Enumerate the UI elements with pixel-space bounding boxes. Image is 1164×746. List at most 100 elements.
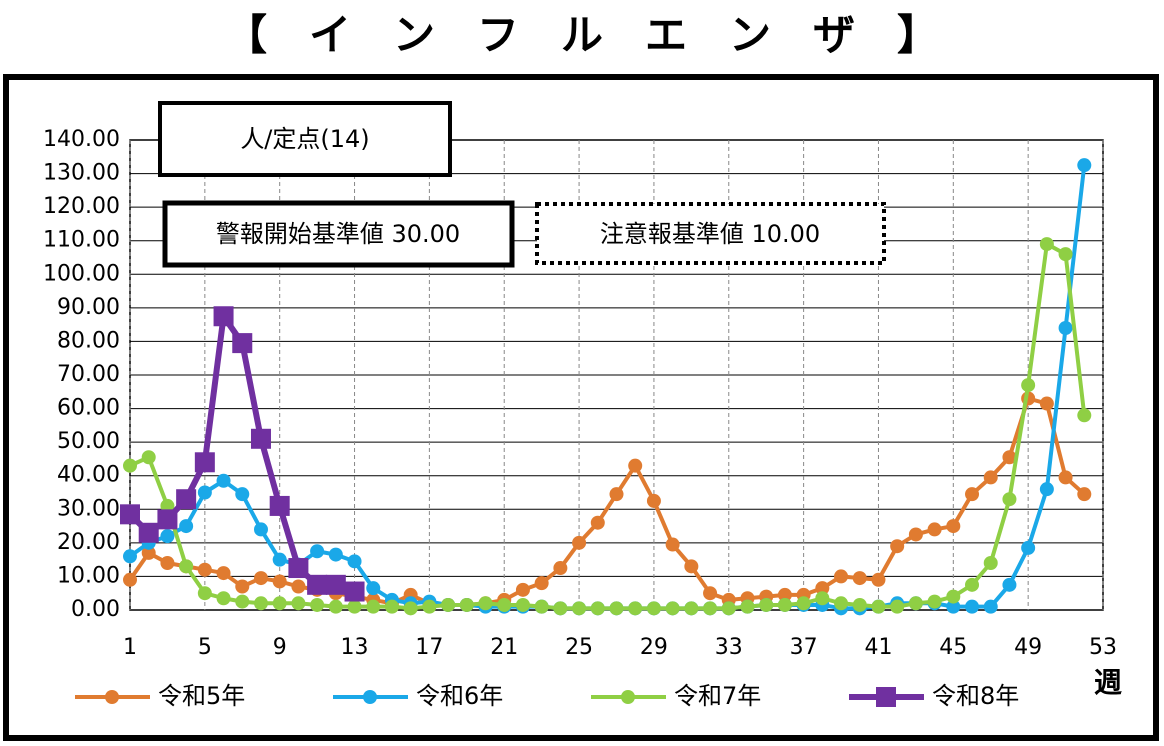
point [703, 586, 718, 601]
point [123, 572, 137, 587]
point [534, 599, 549, 614]
point [179, 519, 194, 534]
point [890, 539, 905, 554]
point [572, 535, 587, 550]
point [946, 589, 961, 604]
x-tick-label: 41 [864, 635, 892, 660]
point [1002, 492, 1017, 507]
point [852, 571, 867, 586]
point [272, 596, 287, 611]
point [759, 597, 774, 612]
y-tick-label: 20.00 [57, 530, 120, 555]
x-tick-label: 21 [490, 635, 518, 660]
y-tick-label: 70.00 [57, 362, 120, 387]
warning-box [535, 202, 886, 265]
point [515, 582, 530, 597]
point [160, 556, 175, 570]
point [291, 579, 306, 594]
point [325, 574, 346, 595]
point [366, 581, 381, 596]
point [1077, 158, 1092, 173]
point [422, 599, 437, 614]
legend-label: 令和6年 [416, 682, 503, 710]
warning-label: 注意報基準値 10.00 [600, 220, 820, 248]
x-tick-label: 45 [939, 635, 967, 660]
point [628, 458, 643, 473]
point [347, 554, 362, 569]
point [344, 581, 365, 602]
point [590, 515, 605, 530]
legend-label: 令和8年 [932, 682, 1019, 710]
point [269, 495, 290, 516]
point [1039, 482, 1054, 497]
point [1002, 577, 1017, 592]
point [213, 306, 234, 327]
point [1039, 237, 1054, 252]
point [160, 529, 175, 544]
point [194, 452, 215, 473]
point [1058, 321, 1073, 335]
point [534, 576, 549, 591]
y-tick-label: 60.00 [57, 396, 120, 421]
point [253, 596, 268, 611]
legend-marker [363, 690, 377, 704]
point [983, 599, 998, 614]
point [890, 599, 905, 614]
point [288, 558, 309, 579]
point [310, 544, 325, 559]
y-tick-label: 110.00 [43, 228, 120, 253]
point [310, 597, 325, 612]
point [965, 487, 980, 502]
point [927, 522, 942, 537]
point [141, 450, 156, 465]
point [965, 577, 980, 592]
y-tick-label: 0.00 [71, 597, 120, 622]
y-unit: 人/定点(14) [240, 125, 369, 153]
point [328, 547, 343, 562]
legend-marker [105, 690, 119, 704]
legend-label: 令和5年 [158, 682, 245, 710]
point [815, 581, 830, 596]
point [740, 599, 755, 614]
point [1058, 247, 1073, 262]
point [459, 597, 474, 612]
y-tick-label: 100.00 [43, 261, 120, 286]
point [684, 559, 699, 574]
unit-box [158, 101, 452, 177]
point [871, 599, 886, 614]
x-tick-label: 53 [1089, 635, 1117, 660]
point [908, 527, 923, 542]
point [1039, 396, 1054, 411]
point [235, 579, 250, 594]
legend-marker [621, 690, 635, 704]
point [665, 601, 680, 616]
x-tick-label: 37 [790, 635, 818, 660]
point [1058, 470, 1073, 485]
point [216, 566, 231, 581]
point [179, 559, 194, 574]
alert-box [162, 200, 515, 268]
point [216, 473, 231, 488]
point [553, 601, 568, 616]
point [138, 522, 159, 543]
point [665, 537, 680, 552]
point [1077, 487, 1092, 502]
point [176, 489, 197, 510]
point [834, 569, 849, 584]
frame [3, 74, 1159, 741]
point [291, 596, 306, 611]
legend-marker [876, 687, 896, 707]
point [197, 562, 212, 577]
point [123, 458, 137, 473]
point [1021, 540, 1036, 555]
chart-title: 【 イ ン フ ル エ ン ザ 】 [225, 11, 939, 60]
point [946, 519, 961, 534]
point [272, 574, 287, 589]
point [703, 601, 718, 616]
point [777, 587, 792, 602]
alert-label: 警報開始基準値 30.00 [216, 220, 460, 248]
x-tick-label: 17 [415, 635, 443, 660]
point [646, 601, 661, 616]
y-tick-label: 80.00 [57, 328, 120, 353]
